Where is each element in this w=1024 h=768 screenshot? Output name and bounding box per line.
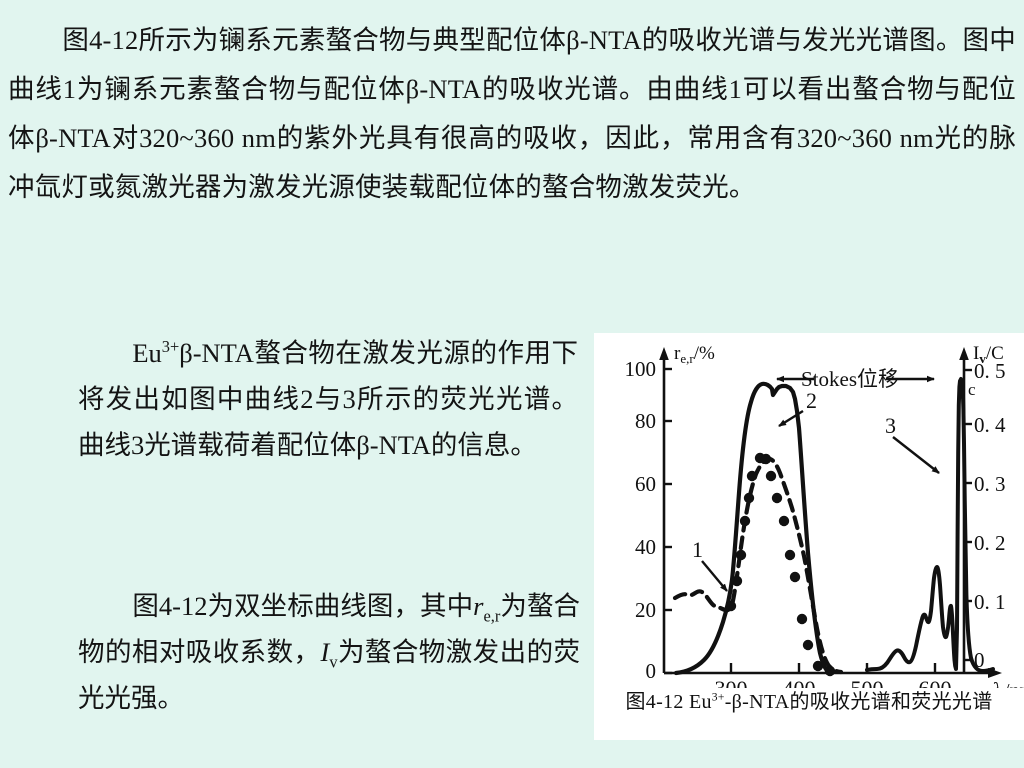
figure-caption-post: -β-NTA的吸收光谱和荧光光谱 [724, 691, 993, 713]
label-curve-3-group: 3 [885, 413, 940, 474]
xtick-labels: 300 400 500 600 [715, 676, 952, 688]
symbol-r: r [473, 591, 484, 621]
svg-text:λ: λ [991, 678, 1001, 688]
ytick-right-0_2: 0. 2 [974, 531, 1006, 555]
paragraph-left-2: 图4-12为双坐标曲线图，其中re,r为螯合物的相对吸收系数，Iv为螯合物激发出… [78, 583, 580, 721]
symbol-r-subscript: e,r [483, 606, 501, 626]
label-curve-2: 2 [806, 388, 817, 413]
xtick-300: 300 [715, 676, 748, 688]
axis-right-arrow [959, 347, 969, 360]
xtick-400: 400 [783, 676, 816, 688]
ytick-right-0_4: 0. 4 [974, 413, 1006, 437]
ytick-left-20: 20 [635, 598, 656, 622]
label-curve-2-group: 2 [778, 388, 817, 428]
chart-container: 0 20 40 60 80 100 0 0. 1 0. 2 0. 3 0. 4 … [594, 333, 1024, 688]
curve-2-excitation [673, 381, 833, 676]
svg-text:Iv/C: Iv/C [973, 343, 1004, 366]
ytick-labels-left: 0 20 40 60 80 100 [625, 357, 657, 683]
axis-left-arrow [659, 347, 669, 360]
ytick-left-40: 40 [635, 535, 656, 559]
axis-title-right: Iv/C [973, 343, 1004, 366]
label-curve-1: 1 [692, 537, 703, 562]
ytick-right-0: 0 [974, 648, 985, 672]
paragraph-top: 图4-12所示为镧系元素螯合物与典型配位体β-NTA的吸收光谱与发光光谱图。图中… [8, 16, 1016, 212]
symbol-i-subscript: v [329, 652, 338, 672]
paragraph-left-1: Eu3+β-NTA螯合物在激发光源的作用下将发出如图中曲线2与3所示的荧光光谱。… [78, 330, 578, 468]
ytick-left-80: 80 [635, 409, 656, 433]
label-curve-3: 3 [885, 413, 896, 438]
figure-caption-charge: 3+ [711, 690, 725, 704]
paragraph-left-2-intro: 图4-12为双坐标曲线图，其中 [132, 591, 474, 621]
svg-text:re,r/%: re,r/% [674, 343, 715, 366]
ytick-right-0_3: 0. 3 [974, 472, 1006, 496]
paragraph-left-1-text: β-NTA螯合物在激发光源的作用下将发出如图中曲线2与3所示的荧光光谱。曲线3光… [78, 338, 578, 460]
eu-symbol: Eu [132, 338, 162, 368]
axis-title-left: re,r/% [674, 343, 715, 366]
symbol-i: I [320, 637, 330, 667]
ytick-left-0: 0 [646, 659, 657, 683]
leader-curve-3 [892, 436, 940, 474]
svg-text:/nm: /nm [1004, 680, 1024, 688]
stokes-label: Stokes位移 [801, 367, 899, 391]
label-curve-1-group: 1 [692, 537, 728, 592]
figure-caption: 图4-12 Eu3+-β-NTA的吸收光谱和荧光光谱 [594, 685, 1024, 714]
figure-caption-pre: 图4-12 Eu [625, 691, 712, 713]
xtick-500: 500 [851, 676, 884, 688]
label-peak-c: c [968, 380, 976, 399]
leader-curve-2 [778, 409, 804, 428]
ytick-labels-right: 0 0. 1 0. 2 0. 3 0. 4 0. 5 [974, 359, 1006, 672]
ytick-right-0_1: 0. 1 [974, 590, 1006, 614]
curve-3-emission [865, 377, 995, 673]
ytick-left-100: 100 [625, 357, 657, 381]
annotation-stokes-shift: Stokes位移 [776, 367, 935, 391]
spectrum-chart: 0 20 40 60 80 100 0 0. 1 0. 2 0. 3 0. 4 … [625, 343, 1024, 688]
figure-panel: 0 20 40 60 80 100 0 0. 1 0. 2 0. 3 0. 4 … [594, 333, 1024, 740]
axis-left [659, 347, 672, 675]
curve-1-markers [725, 452, 836, 677]
label-peak-c-group: c [968, 380, 976, 399]
leader-curve-1 [701, 560, 728, 592]
paragraph-left-2-middle: 为螯合物的相对吸收系数， [78, 591, 580, 667]
paragraph-top-text: 图4-12所示为镧系元素螯合物与典型配位体β-NTA的吸收光谱与发光光谱图。图中… [8, 25, 1016, 202]
ytick-right-0_5: 0. 5 [974, 359, 1006, 383]
ytick-left-60: 60 [635, 472, 656, 496]
axis-title-x: λ /nm [991, 678, 1024, 688]
xtick-600: 600 [919, 676, 952, 688]
eu-charge: 3+ [161, 337, 180, 357]
paragraph-left-2-tail: 为螯合物激发出的荧光光强。 [78, 637, 581, 713]
